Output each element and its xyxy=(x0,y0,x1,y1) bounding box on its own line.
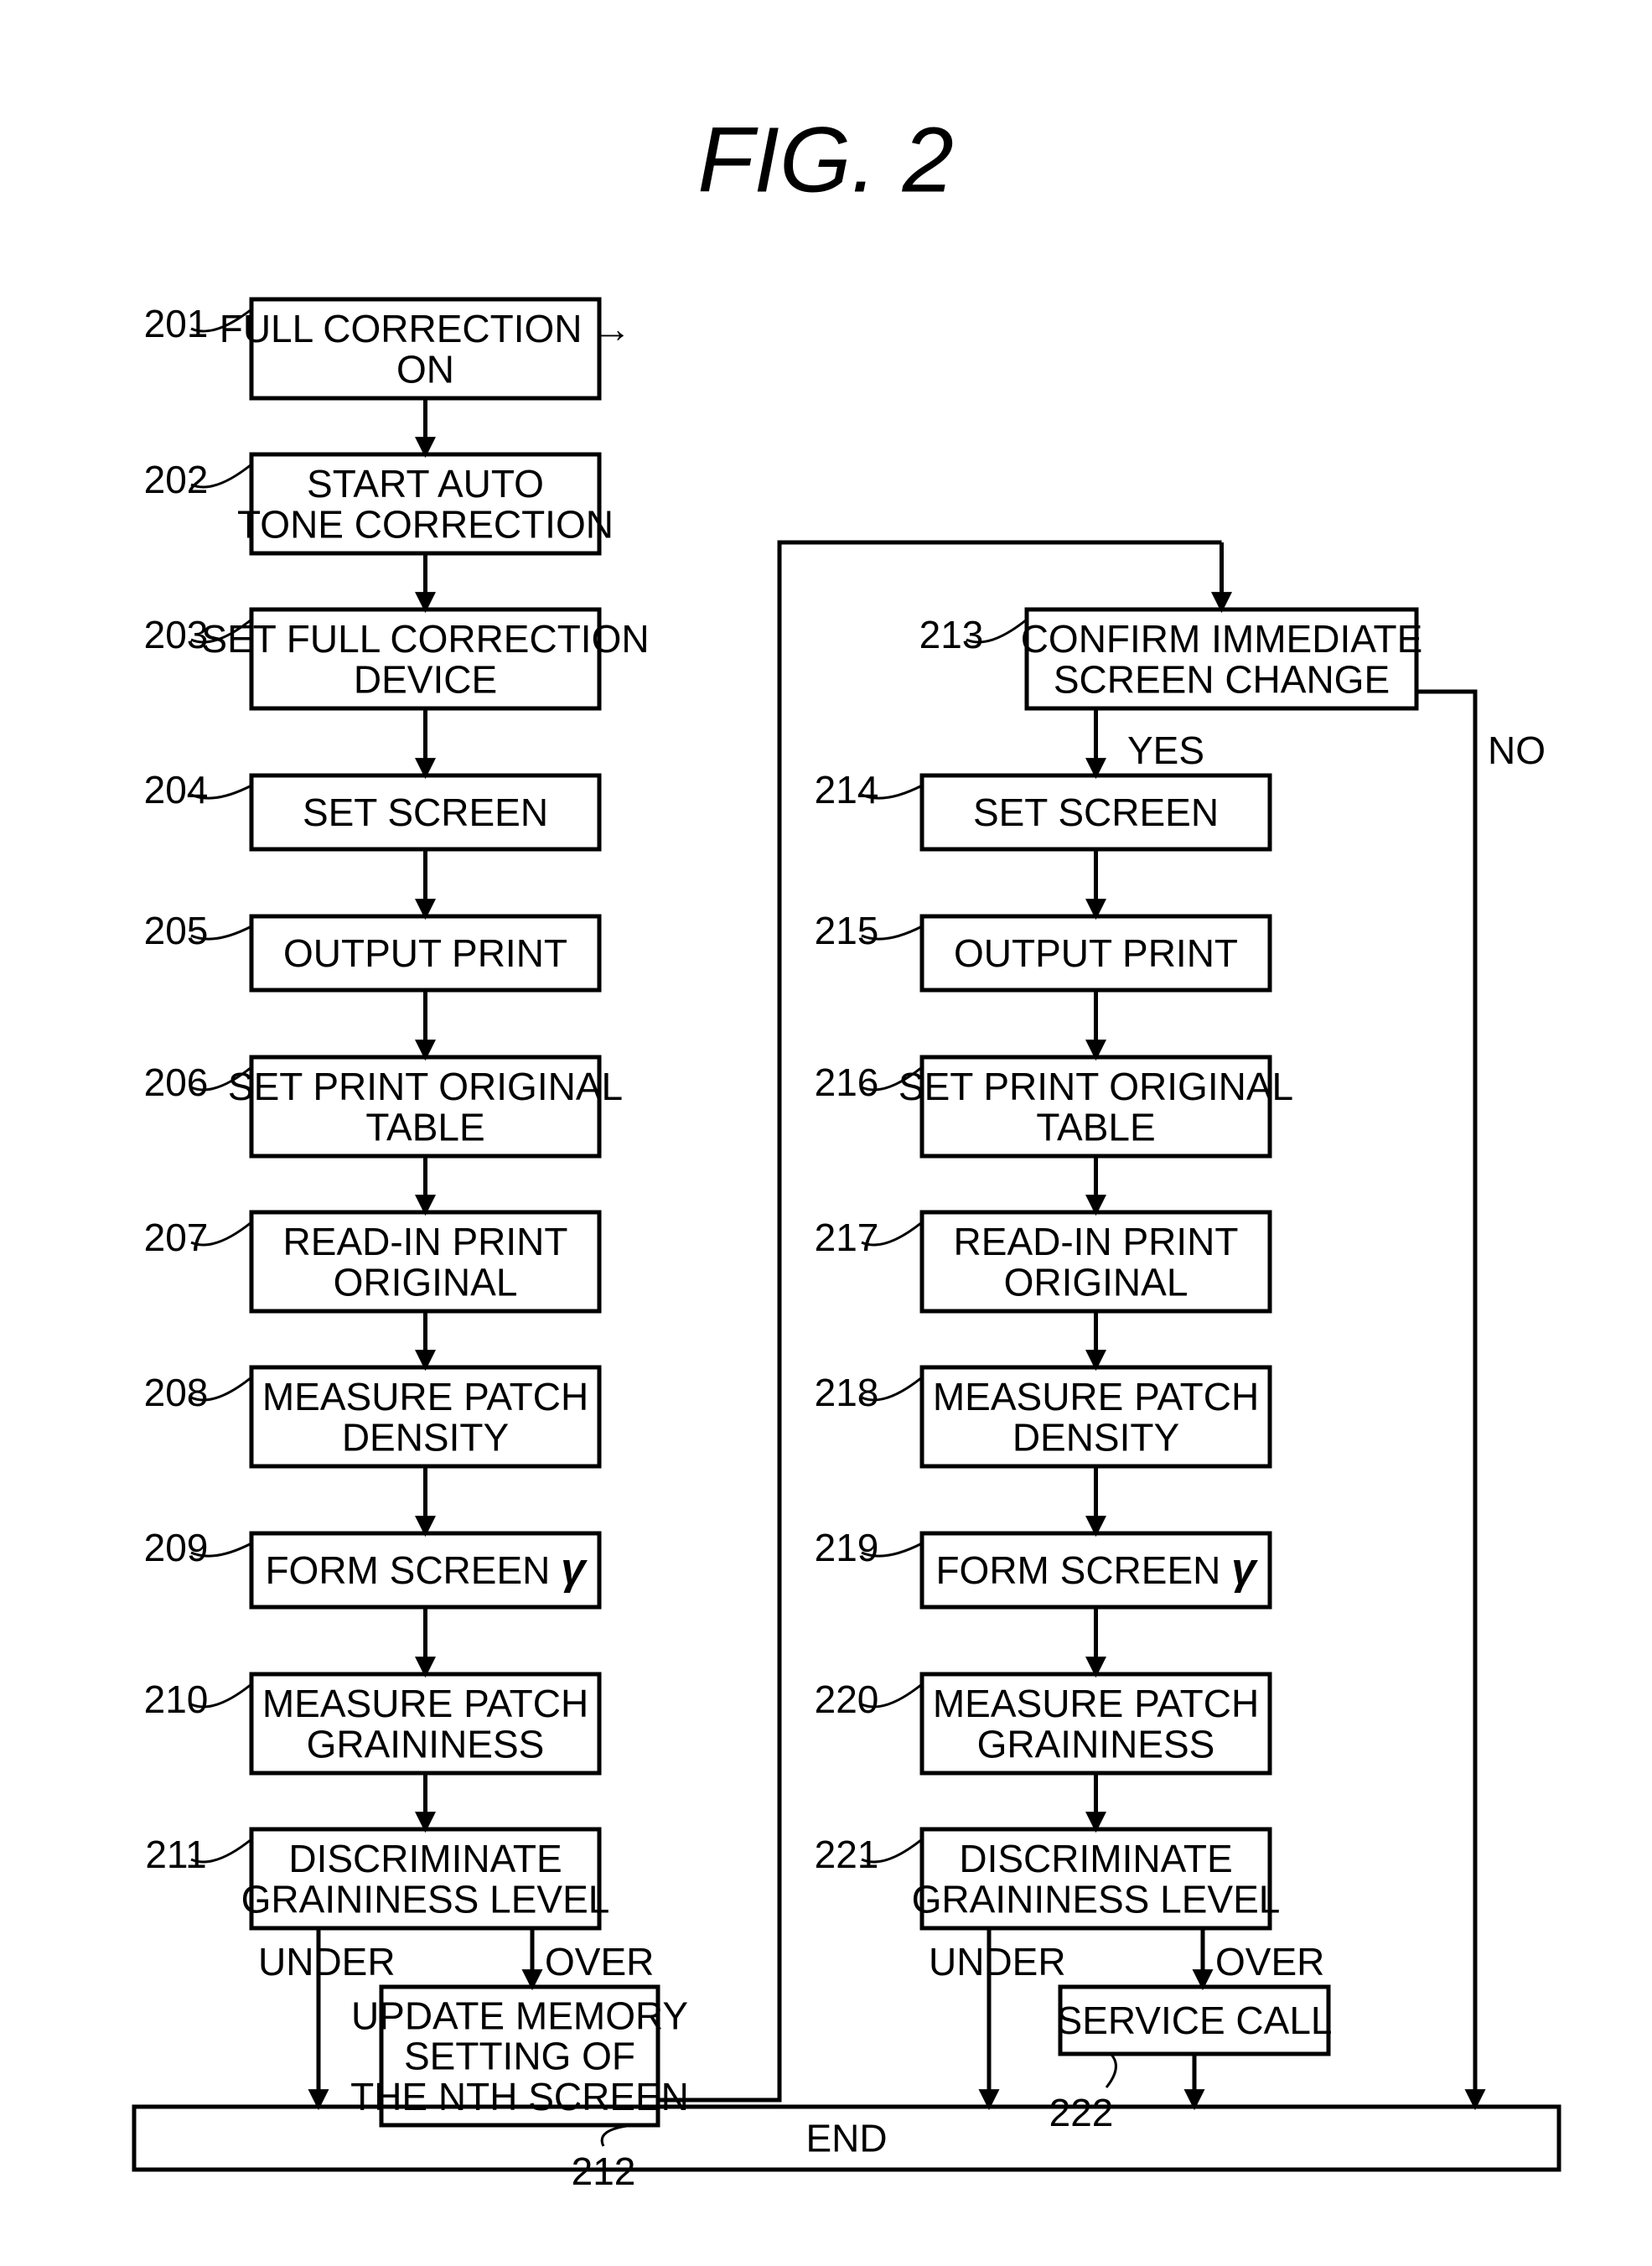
branch-label: NO xyxy=(1488,729,1546,772)
box-label: CONFIRM IMMEDIATESCREEN CHANGE xyxy=(1021,617,1423,701)
ref-number: 213 xyxy=(919,613,984,656)
ref-number: 215 xyxy=(815,909,879,952)
branch-label: YES xyxy=(1127,729,1204,772)
ref-leader xyxy=(1106,2054,1116,2087)
ref-number: 217 xyxy=(815,1216,879,1259)
ref-number: 209 xyxy=(144,1526,209,1569)
ref-number: 211 xyxy=(145,1833,206,1876)
box-label: MEASURE PATCHGRAININESS xyxy=(262,1682,588,1766)
box-label: SET SCREEN xyxy=(973,791,1219,834)
box-label: MEASURE PATCHDENSITY xyxy=(933,1375,1259,1459)
ref-number: 201 xyxy=(144,302,209,345)
figure-title: FIG. 2 xyxy=(697,109,954,212)
box-label: SET PRINT ORIGINALTABLE xyxy=(899,1065,1293,1149)
ref-number: 202 xyxy=(144,458,209,501)
box-label: DISCRIMINATEGRAININESS LEVEL xyxy=(912,1837,1281,1921)
ref-number: 205 xyxy=(144,909,209,952)
ref-number: 216 xyxy=(815,1060,879,1104)
box-label: SET SCREEN xyxy=(303,791,548,834)
box-label: SET FULL CORRECTIONDEVICE xyxy=(201,617,649,701)
box-label: DISCRIMINATEGRAININESS LEVEL xyxy=(241,1837,610,1921)
box-label: READ-IN PRINTORIGINAL xyxy=(954,1220,1239,1304)
box-label: FULL CORRECTION →ON xyxy=(220,307,632,391)
ref-leader xyxy=(602,2125,633,2146)
box-label: SERVICE CALL xyxy=(1057,1999,1333,2042)
branch-label: UNDER xyxy=(258,1940,396,1983)
flow-arrow xyxy=(1416,692,1475,2107)
box-label: MEASURE PATCHGRAININESS xyxy=(933,1682,1259,1766)
box-label: START AUTOTONE CORRECTION xyxy=(237,462,614,546)
branch-label: UNDER xyxy=(929,1940,1066,1983)
branch-label: OVER xyxy=(545,1940,654,1983)
box-label: SET PRINT ORIGINALTABLE xyxy=(228,1065,623,1149)
box-label: END xyxy=(805,2117,887,2160)
ref-number: 219 xyxy=(815,1526,879,1569)
ref-number: 214 xyxy=(815,768,879,812)
ref-number: 208 xyxy=(144,1371,209,1414)
ref-number: 203 xyxy=(144,613,209,656)
ref-number: 221 xyxy=(815,1833,879,1876)
box-label: MEASURE PATCHDENSITY xyxy=(262,1375,588,1459)
box-label: UPDATE MEMORYSETTING OFTHE NTH SCREEN xyxy=(350,1994,689,2118)
branch-label: OVER xyxy=(1215,1940,1324,1983)
ref-number: 222 xyxy=(1049,2091,1114,2134)
box-label: FORM SCREEN γ xyxy=(265,1544,588,1594)
box-label: OUTPUT PRINT xyxy=(283,931,567,975)
box-label: OUTPUT PRINT xyxy=(954,931,1238,975)
box-label: READ-IN PRINTORIGINAL xyxy=(283,1220,568,1304)
ref-number: 218 xyxy=(815,1371,879,1414)
ref-number: 210 xyxy=(144,1677,209,1721)
ref-number: 207 xyxy=(144,1216,209,1259)
box-label: FORM SCREEN γ xyxy=(935,1544,1258,1594)
ref-number: 204 xyxy=(144,768,209,812)
ref-number: 220 xyxy=(815,1677,879,1721)
ref-number: 206 xyxy=(144,1060,209,1104)
